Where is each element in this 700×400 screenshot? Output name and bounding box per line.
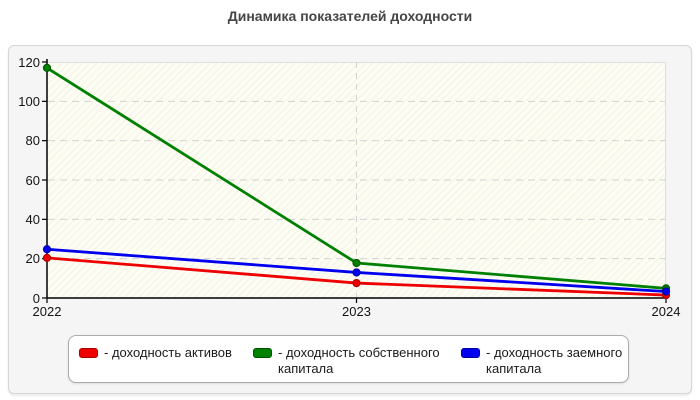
legend-label: - доходность собственного капитала <box>278 345 440 376</box>
data-point <box>661 287 671 296</box>
x-tick-label: 2023 <box>342 304 371 319</box>
y-tick-label: 120 <box>18 54 40 70</box>
legend-swatch <box>461 348 480 358</box>
legend-item: - доходность собственного капитала <box>253 345 461 377</box>
legend-item: - доходность активов <box>79 345 253 361</box>
y-tick-label: 20 <box>25 251 40 267</box>
y-tick-label: 40 <box>25 211 40 227</box>
y-tick-label: 80 <box>25 133 40 149</box>
y-tick-label: 0 <box>32 290 40 306</box>
chart-title: Динамика показателей доходности <box>227 8 473 24</box>
x-tick-label: 2022 <box>32 304 62 319</box>
y-tick-label: 100 <box>18 93 40 109</box>
legend-swatch <box>79 348 98 358</box>
x-tick-label: 2024 <box>651 304 681 319</box>
data-point <box>42 63 52 73</box>
legend-swatch <box>253 348 272 358</box>
data-point <box>42 245 52 254</box>
data-point <box>42 253 52 262</box>
legend-label: - доходность активов <box>104 345 232 360</box>
legend-item: - доходность заемного капитала <box>461 345 626 377</box>
data-point <box>352 258 361 268</box>
data-point <box>352 278 361 288</box>
chart-legend: - доходность активов - доходность собстве… <box>68 335 629 383</box>
y-tick-label: 60 <box>25 172 40 188</box>
legend-label: - доходность заемного капитала <box>486 345 623 376</box>
data-point <box>352 268 361 277</box>
